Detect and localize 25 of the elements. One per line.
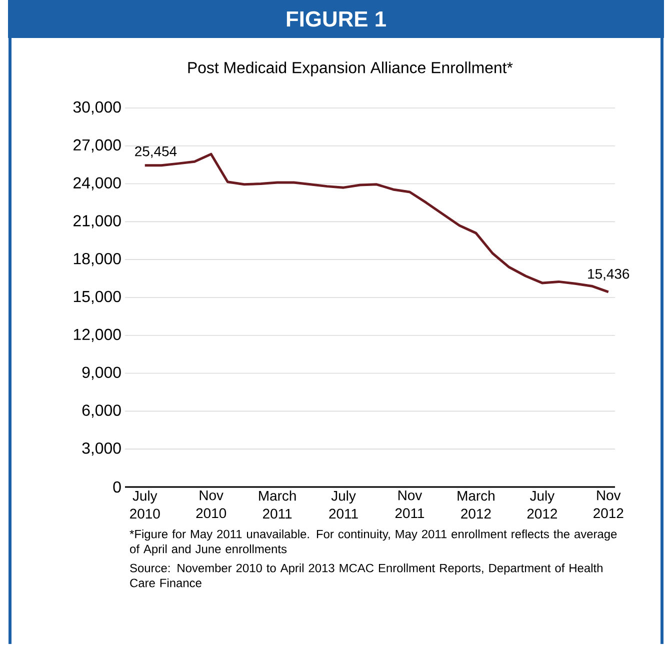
y-tick-label: 21,000 <box>74 214 121 228</box>
data-label: 15,436 <box>588 268 630 280</box>
y-tick-label: 12,000 <box>74 328 121 342</box>
y-tick-label: 3,000 <box>82 442 121 456</box>
y-tick-label: 24,000 <box>74 176 121 190</box>
chart-title: FIGURE 1 <box>286 10 386 27</box>
x-tick-label: Nov 2012 <box>594 490 624 518</box>
x-tick-label: March 2012 <box>458 490 494 518</box>
y-tick-label: 15,000 <box>74 290 121 304</box>
x-tick-label: July 2010 <box>130 490 160 518</box>
x-tick-label: Nov 2010 <box>196 490 226 518</box>
text: *Figure for May 2011 unavailable. For continuity, May 2011 enrollment reflects the average of April and June enrollments <box>130 529 617 556</box>
y-tick-label: 30,000 <box>73 101 121 114</box>
y-tick-label: 9,000 <box>82 366 121 380</box>
x-tick-label: March 2011 <box>259 490 296 518</box>
chart-subtitle: Post Medicaid Expansion Alliance Enrollment* <box>188 61 513 76</box>
source-note: Source: November 2010 to April 2013 MCAC Enrollment Reports, Department of Health Care Finance <box>130 563 602 587</box>
y-tick-label: 27,000 <box>74 139 121 152</box>
y-tick-label: 18,000 <box>74 252 121 266</box>
data-label: 25,454 <box>135 146 177 158</box>
y-tick-label: 0 <box>113 481 121 492</box>
x-tick-label: Nov 2011 <box>395 490 424 518</box>
x-tick-label: July 2012 <box>527 490 557 518</box>
x-tick-label: July 2011 <box>329 490 358 518</box>
y-tick-label: 6,000 <box>82 404 121 418</box>
